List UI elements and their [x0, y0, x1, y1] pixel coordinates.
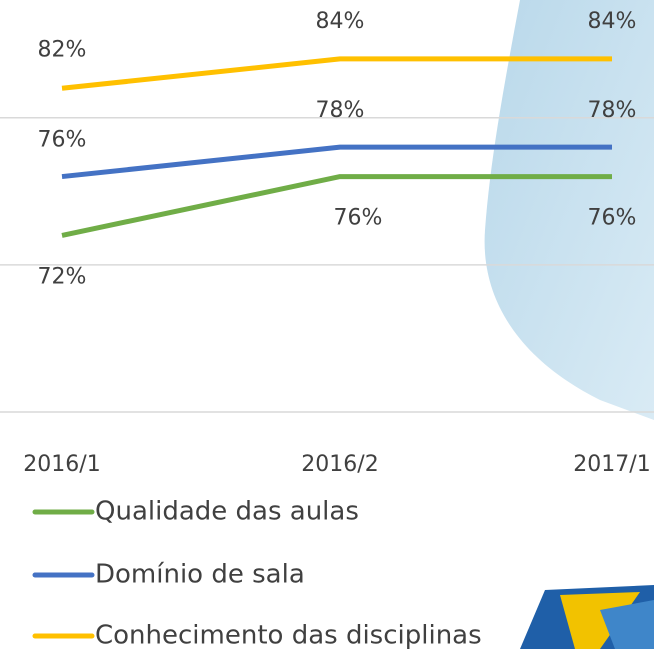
data-label: 76%: [38, 128, 87, 153]
data-label: 84%: [316, 9, 365, 34]
data-label: 82%: [38, 37, 87, 62]
data-label: 76%: [588, 206, 637, 231]
logo: [520, 585, 654, 649]
data-label: 78%: [316, 98, 365, 123]
x-tick-label: 2016/1: [23, 452, 100, 477]
x-tick-label: 2017/1: [573, 452, 650, 477]
legend-label: Conhecimento das disciplinas: [95, 621, 482, 649]
data-label: 78%: [588, 98, 637, 123]
x-tick-label: 2016/2: [301, 452, 378, 477]
legend-label: Domínio de sala: [95, 560, 305, 590]
data-label: 72%: [38, 264, 87, 289]
data-label: 84%: [588, 9, 637, 34]
chart: 2016/1 2016/2 2017/1 72% 76% 76% 76% 78% 78% 82% 8…: [0, 0, 654, 649]
legend-label: Qualidade das aulas: [95, 497, 359, 527]
data-label: 76%: [334, 206, 383, 231]
